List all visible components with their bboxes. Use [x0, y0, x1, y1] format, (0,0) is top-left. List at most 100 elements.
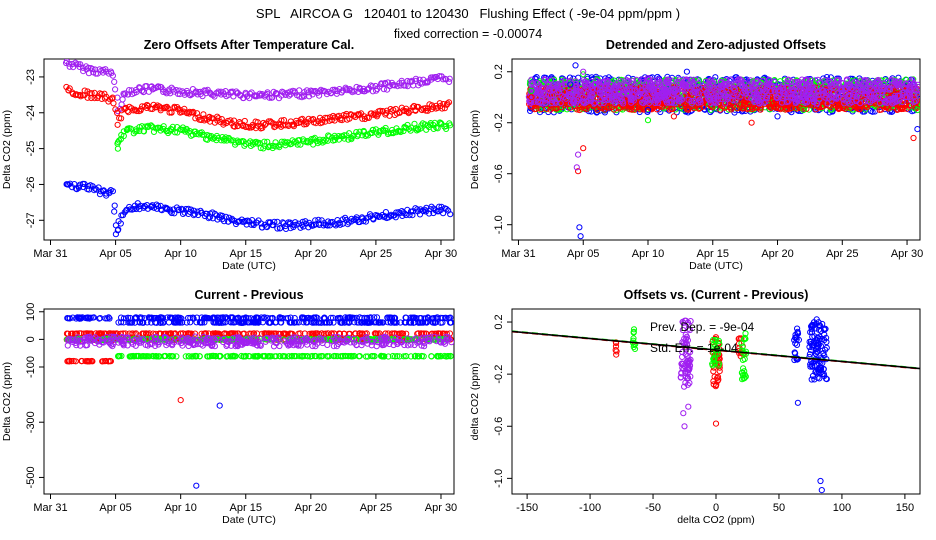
data-point [763, 88, 770, 95]
data-point [737, 104, 744, 111]
data-point [409, 212, 416, 219]
data-point [540, 85, 548, 92]
data-point [715, 84, 723, 91]
data-point [664, 103, 671, 110]
data-point [830, 89, 837, 97]
data-point [114, 121, 121, 128]
data-point [868, 90, 875, 97]
data-point [553, 83, 560, 91]
y-tick-label: -500 [25, 466, 37, 488]
data-point [889, 95, 896, 103]
data-point [688, 97, 695, 105]
data-point [163, 103, 170, 110]
data-point [122, 104, 129, 112]
data-point [789, 86, 796, 93]
data-point [104, 315, 111, 322]
y-tick-label: 100 [25, 303, 37, 321]
data-point [169, 123, 176, 131]
data-point [273, 121, 280, 128]
data-point [778, 99, 786, 106]
data-point [388, 211, 395, 218]
data-point [444, 100, 451, 107]
data-point [875, 76, 882, 84]
data-point [190, 207, 197, 214]
data-point [580, 68, 587, 75]
data-point [880, 80, 888, 87]
plot-frame [43, 58, 455, 241]
data-point [534, 93, 541, 101]
data-point [186, 91, 193, 98]
data-point [788, 109, 795, 116]
data-point [443, 125, 450, 132]
data-point [690, 80, 697, 87]
data-point [422, 315, 429, 322]
data-point [567, 81, 574, 88]
data-point [863, 87, 870, 94]
data-point [345, 136, 352, 143]
data-point [120, 132, 127, 140]
data-point [424, 107, 431, 114]
data-point [875, 84, 882, 91]
data-point [201, 117, 208, 124]
data-point [569, 99, 577, 106]
data-point [133, 89, 140, 96]
data-point [861, 98, 868, 105]
data-point [791, 94, 798, 101]
data-point [575, 151, 582, 158]
data-point [321, 138, 328, 145]
data-point [270, 222, 277, 229]
data-point [306, 93, 313, 100]
x-tick-label: Apr 20 [295, 248, 327, 260]
data-point [743, 98, 750, 105]
data-point [722, 92, 729, 99]
x-tick-label: Mar 31 [33, 502, 67, 514]
data-point [76, 63, 83, 71]
data-point [621, 90, 628, 97]
data-point [566, 85, 573, 92]
data-point [842, 105, 849, 113]
data-point [866, 91, 873, 98]
data-point [441, 105, 448, 112]
data-point [803, 99, 811, 106]
data-point [679, 80, 687, 87]
x-tick-label: Apr 20 [295, 502, 327, 514]
x-tick-label: Apr 25 [826, 248, 858, 260]
data-point [407, 127, 414, 134]
plot-area [525, 62, 920, 240]
data-point [574, 106, 581, 113]
data-point [673, 109, 680, 116]
data-point [839, 80, 846, 87]
data-point [758, 94, 766, 101]
data-point [102, 315, 109, 322]
data-point [700, 91, 707, 98]
panel-zero-offsets: Zero Offsets After Temperature Cal.Mar 3… [1, 38, 457, 272]
data-point [105, 314, 112, 321]
data-point [377, 107, 384, 114]
data-point [180, 126, 187, 133]
data-point [683, 68, 691, 75]
data-point [860, 81, 867, 88]
data-point [396, 128, 403, 135]
data-point [633, 76, 640, 84]
data-point [69, 314, 76, 321]
x-tick-label: Apr 20 [761, 248, 793, 260]
x-tick-label: Apr 15 [697, 248, 729, 260]
data-point [803, 76, 810, 83]
data-point [180, 108, 187, 115]
data-point [888, 77, 896, 84]
data-point [206, 214, 213, 221]
data-point [576, 224, 583, 231]
data-point [136, 206, 143, 213]
data-point [422, 208, 429, 215]
data-point [114, 109, 121, 117]
data-point [85, 70, 93, 77]
data-point [601, 103, 608, 111]
x-tick-label: Apr 10 [164, 248, 196, 260]
data-point [562, 77, 569, 84]
data-point [863, 91, 870, 98]
data-point [601, 94, 608, 101]
data-point [542, 94, 550, 102]
data-point [205, 114, 212, 121]
data-point [230, 117, 238, 124]
